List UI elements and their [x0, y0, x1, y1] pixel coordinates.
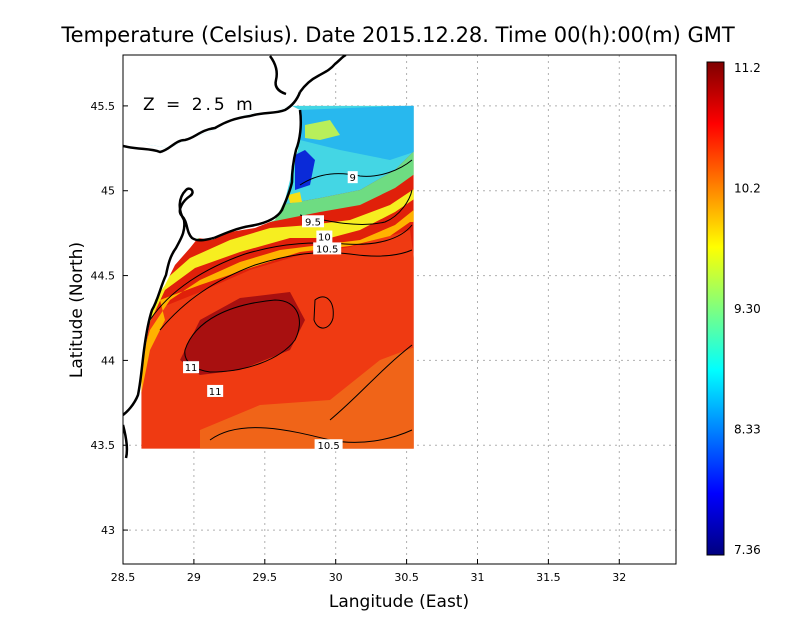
contour-line-9: [299, 159, 413, 186]
y-axis-label: Latitude (North): [67, 242, 87, 378]
field-southeast-orange: [200, 347, 414, 449]
coastline-danube-delta: [123, 91, 302, 154]
plot-area: Z = 2.5 m: [123, 55, 414, 459]
contour-label-bg: [183, 361, 200, 374]
coastline-lagoon: [268, 55, 287, 96]
x-tick-label: 29.5: [253, 571, 278, 584]
land-west: [123, 105, 300, 408]
contour-label: 9: [350, 173, 356, 184]
colorbar: 11.2 10.2 9.30 8.33 7.36: [706, 61, 761, 557]
y-tick-label: 43.5: [91, 439, 116, 452]
depth-annotation: Z = 2.5 m: [143, 95, 256, 115]
x-tick-label: 29: [187, 571, 201, 584]
contour-line-10-5-east: [329, 344, 413, 421]
field-light-blue: [300, 105, 414, 160]
colorbar-tick-label: 7.36: [734, 543, 761, 557]
y-tick-label: 44.5: [91, 270, 116, 283]
field-green-band: [141, 151, 414, 319]
land-north: [123, 55, 300, 148]
colorbar-tick-label: 8.33: [734, 423, 761, 437]
x-tick-label: 30: [329, 571, 343, 584]
field-front-yellow: [150, 189, 414, 322]
contour-line-11-b: [313, 296, 334, 329]
coastline-dobrogea: [123, 187, 215, 416]
x-tick-label: 31: [470, 571, 484, 584]
y-tick-label: 44: [101, 354, 115, 367]
x-tick-label: 32: [612, 571, 626, 584]
x-axis-label: Langitude (East): [329, 592, 469, 612]
x-axis-ticks: 28.5 29 29.5 30 30.5 31 31.5 32: [111, 559, 626, 584]
contour-label-bg: [316, 230, 333, 243]
colorbar-gradient-bar: [706, 61, 725, 556]
contour-label: 10.5: [316, 244, 338, 255]
field-max-core: [180, 292, 305, 375]
field-yellow-spot: [288, 192, 302, 203]
contour-line-10-5: [159, 249, 413, 331]
y-tick-label: 45: [101, 185, 115, 198]
contour-label: 11: [209, 387, 222, 398]
colorbar-tick-label: 11.2: [734, 61, 761, 75]
colorbar-tick-label: 10.2: [734, 182, 761, 196]
x-tick-label: 28.5: [111, 571, 136, 584]
contour-label: 10: [318, 233, 331, 244]
field-green-spot: [305, 120, 340, 140]
y-tick-label: 45.5: [91, 100, 116, 113]
plot-frame: [122, 54, 677, 565]
contour-label: 11: [185, 363, 198, 374]
contour-label-bg: [302, 215, 325, 228]
contour-label: 9.5: [305, 217, 321, 228]
contour-label-bg: [313, 242, 342, 255]
y-tick-label: 43: [101, 524, 115, 537]
contour-label-bg: [207, 384, 224, 397]
colorbar-ticks: 11.2 10.2 9.30 8.33 7.36: [734, 61, 761, 557]
contour-line-11-a: [184, 299, 300, 373]
contour-label-bg: [314, 439, 343, 452]
coastline-south: [123, 424, 129, 459]
contour-lines: [149, 159, 413, 443]
contour-label: 10.5: [317, 441, 339, 452]
coastline: [123, 55, 347, 459]
contour-label-bg: [347, 171, 358, 184]
coastline-northeast: [298, 55, 347, 93]
x-tick-label: 31.5: [536, 571, 561, 584]
coastline-razelm: [213, 109, 303, 240]
chart-title: Temperature (Celsius). Date 2015.12.28. …: [60, 23, 735, 47]
x-tick-label: 30.5: [394, 571, 419, 584]
contour-line-10: [149, 224, 413, 321]
colorbar-tick-label: 9.30: [734, 302, 761, 316]
y-axis-ticks: 43 43.5 44 44.5 45 45.5: [91, 100, 128, 537]
